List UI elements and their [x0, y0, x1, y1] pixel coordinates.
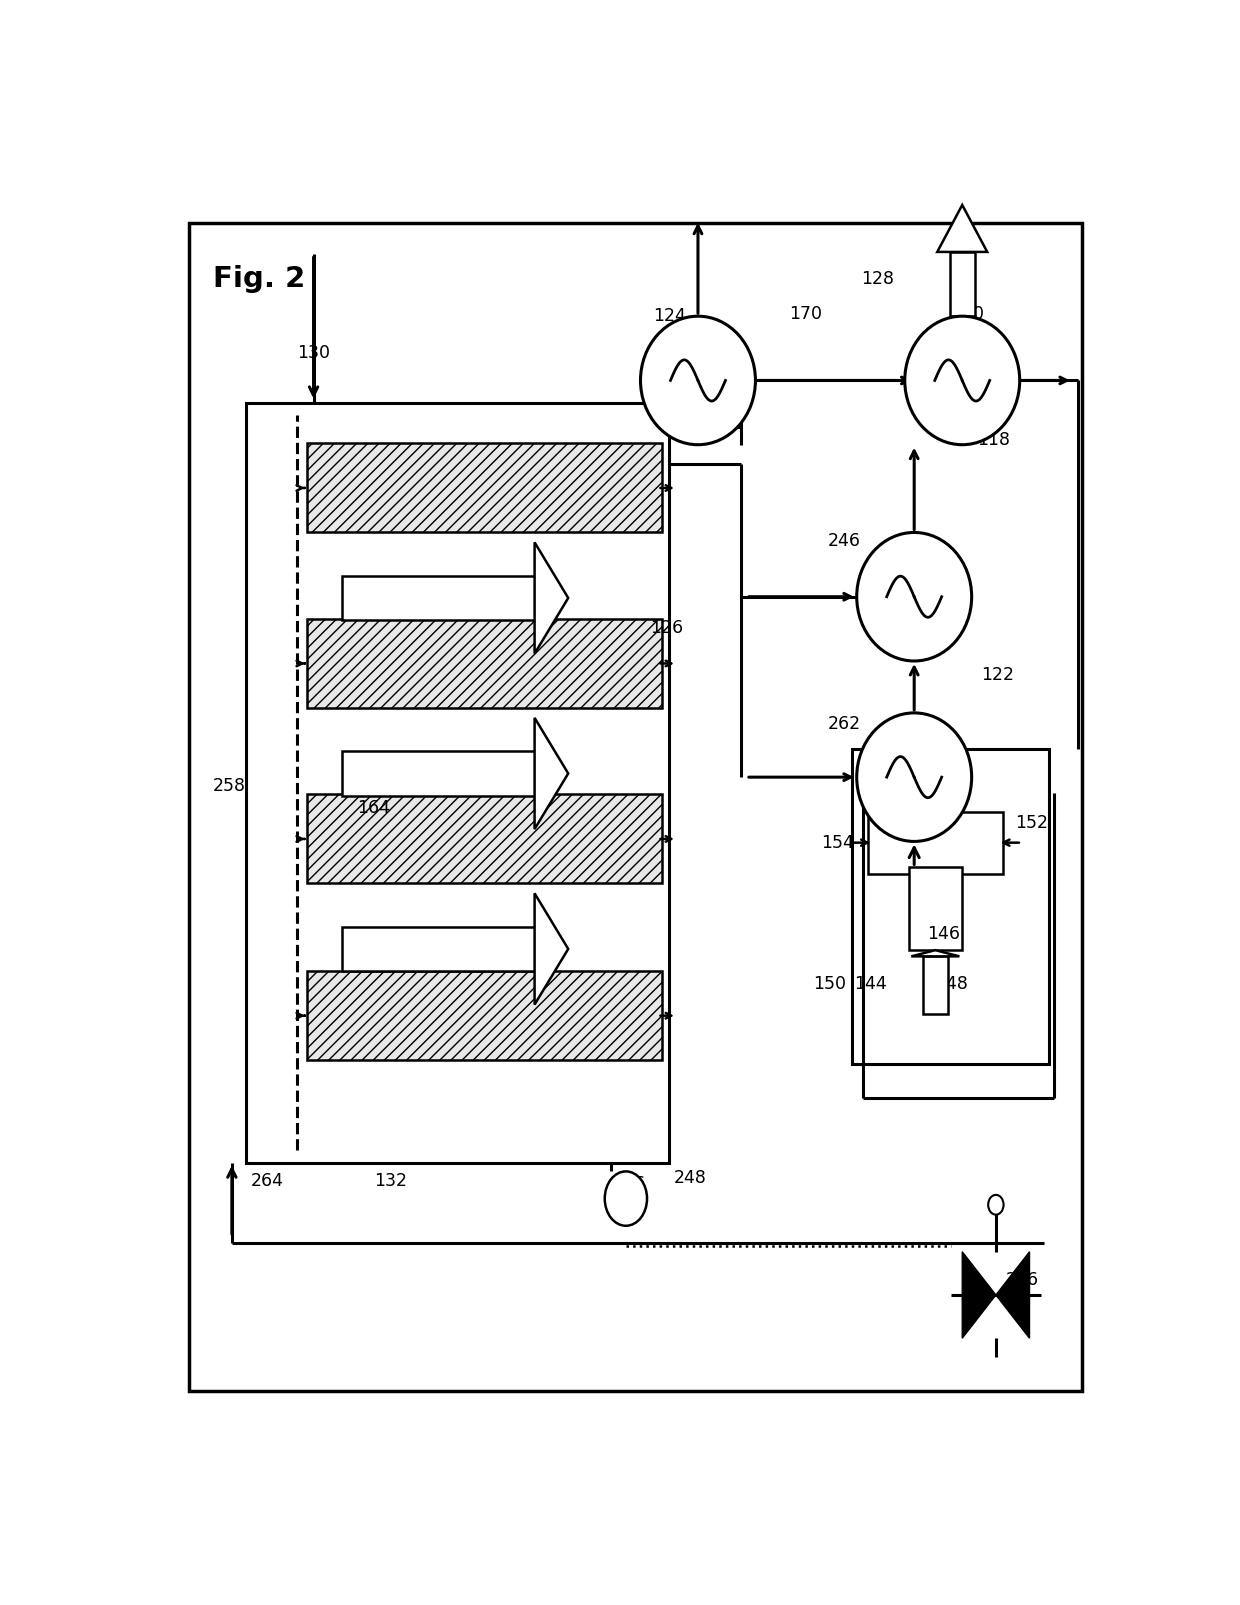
Text: 148: 148	[935, 974, 968, 992]
Polygon shape	[962, 1252, 996, 1339]
Circle shape	[988, 1194, 1003, 1215]
Text: 258: 258	[213, 777, 246, 794]
Polygon shape	[996, 1252, 1029, 1339]
Polygon shape	[534, 894, 568, 1005]
Text: 120: 120	[951, 305, 983, 323]
Bar	[852, 748, 1049, 1064]
Bar	[342, 926, 534, 971]
Text: 118: 118	[977, 430, 1009, 449]
Text: 256: 256	[1006, 1271, 1039, 1289]
Text: 262: 262	[828, 714, 861, 733]
Text: 128: 128	[862, 270, 894, 289]
Bar	[342, 751, 534, 796]
Text: 146: 146	[926, 924, 960, 944]
Text: 170: 170	[789, 305, 822, 323]
Text: 122: 122	[982, 666, 1014, 684]
Text: 152: 152	[1016, 814, 1048, 831]
Text: 130: 130	[298, 343, 330, 363]
Bar	[342, 576, 534, 620]
Bar	[247, 403, 670, 1162]
Text: 154: 154	[821, 833, 854, 852]
Bar	[923, 957, 947, 1014]
Text: 144: 144	[854, 974, 888, 992]
Text: 264: 264	[250, 1172, 284, 1191]
Circle shape	[605, 1172, 647, 1226]
Polygon shape	[937, 205, 987, 252]
Text: 150: 150	[813, 974, 846, 992]
Ellipse shape	[857, 533, 972, 661]
Bar	[306, 620, 662, 708]
Polygon shape	[534, 717, 568, 830]
Bar	[306, 443, 662, 533]
Text: 124: 124	[652, 307, 686, 326]
Polygon shape	[534, 542, 568, 653]
Ellipse shape	[641, 316, 755, 445]
Ellipse shape	[857, 713, 972, 841]
Text: 246: 246	[828, 533, 861, 551]
Bar	[306, 971, 662, 1061]
Text: 132: 132	[374, 1172, 407, 1191]
Bar	[868, 812, 1003, 873]
Text: 164: 164	[357, 799, 389, 817]
Text: Fig. 2: Fig. 2	[213, 265, 305, 294]
Text: 166: 166	[613, 1175, 646, 1193]
Text: 126: 126	[650, 618, 683, 637]
Ellipse shape	[905, 316, 1019, 445]
Bar	[950, 252, 975, 316]
Polygon shape	[911, 950, 960, 957]
Bar	[306, 794, 662, 883]
Bar	[909, 867, 962, 950]
Text: 248: 248	[675, 1168, 707, 1186]
